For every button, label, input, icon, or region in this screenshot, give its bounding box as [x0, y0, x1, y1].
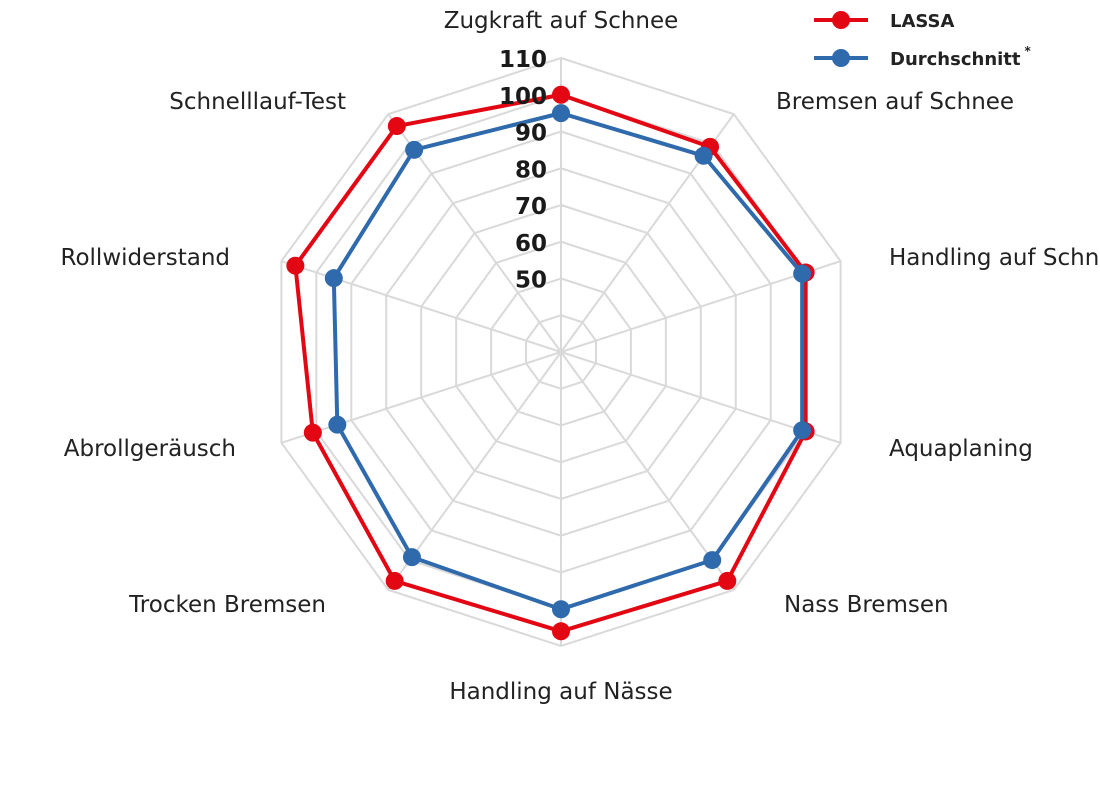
data-point-durchschnitt[interactable]: [324, 269, 343, 288]
data-point-durchschnitt[interactable]: [402, 548, 421, 567]
series-line-lassa: [293, 92, 808, 634]
data-point-durchschnitt[interactable]: [694, 146, 713, 165]
category-label: Schnelllauf-Test: [169, 89, 346, 115]
radial-tick-labels: 50 60 70 80 90 100 110: [499, 47, 547, 294]
grid-spoke: [560, 351, 735, 591]
category-labels: Zugkraft auf Schnee Bremsen auf Schnee Han…: [61, 8, 1100, 705]
radar-series: [286, 85, 815, 641]
radial-tick-label: 90: [515, 121, 547, 147]
category-label: Trocken Bremsen: [128, 592, 326, 618]
category-label: Aquaplaning: [889, 436, 1033, 462]
data-point-durchschnitt[interactable]: [793, 421, 812, 440]
legend-swatch-marker-lassa: [832, 11, 850, 29]
data-point-lassa[interactable]: [385, 571, 404, 590]
category-label: Handling auf Schnee: [889, 245, 1100, 271]
data-point-lassa[interactable]: [552, 622, 570, 641]
data-point-durchschnitt[interactable]: [328, 415, 347, 434]
category-label: Abrollgeräusch: [64, 436, 236, 462]
data-point-lassa[interactable]: [303, 423, 322, 442]
data-point-durchschnitt[interactable]: [405, 140, 424, 159]
category-label: Handling auf Nässe: [449, 679, 672, 705]
legend-item-durchschnitt[interactable]: Durchschnitt *: [814, 44, 1032, 70]
legend-item-lassa[interactable]: LASSA: [814, 11, 955, 32]
category-label: Zugkraft auf Schnee: [444, 8, 679, 34]
data-point-durchschnitt[interactable]: [552, 104, 570, 123]
radial-tick-label: 60: [515, 231, 547, 257]
legend-swatch-marker-durchschnitt: [832, 49, 850, 67]
legend-label-durchschnitt-text: Durchschnitt: [890, 49, 1021, 70]
data-point-lassa[interactable]: [387, 117, 406, 136]
legend: LASSA Durchschnitt *: [814, 11, 1032, 70]
radial-tick-label: 80: [515, 157, 547, 183]
radial-tick-label: 110: [499, 47, 547, 73]
grid-spoke: [281, 351, 562, 444]
radial-tick-label: 70: [515, 194, 547, 220]
category-label: Nass Bremsen: [784, 592, 949, 618]
legend-label-durchschnitt: Durchschnitt *: [890, 44, 1032, 70]
data-point-durchschnitt[interactable]: [793, 264, 812, 283]
category-label: Bremsen auf Schnee: [776, 89, 1014, 115]
radial-tick-label: 100: [499, 84, 547, 110]
data-point-lassa[interactable]: [286, 256, 305, 275]
data-point-lassa[interactable]: [718, 571, 737, 590]
category-label: Rollwiderstand: [61, 245, 230, 271]
series-durchschnitt: [324, 104, 812, 619]
radar-grid: [280, 56, 842, 648]
data-point-lassa[interactable]: [552, 85, 570, 104]
radial-tick-label: 50: [515, 268, 547, 294]
legend-label-lassa: LASSA: [890, 11, 955, 32]
legend-footnote-mark: *: [1025, 44, 1032, 58]
data-point-durchschnitt[interactable]: [703, 551, 722, 570]
data-point-durchschnitt[interactable]: [552, 600, 570, 619]
